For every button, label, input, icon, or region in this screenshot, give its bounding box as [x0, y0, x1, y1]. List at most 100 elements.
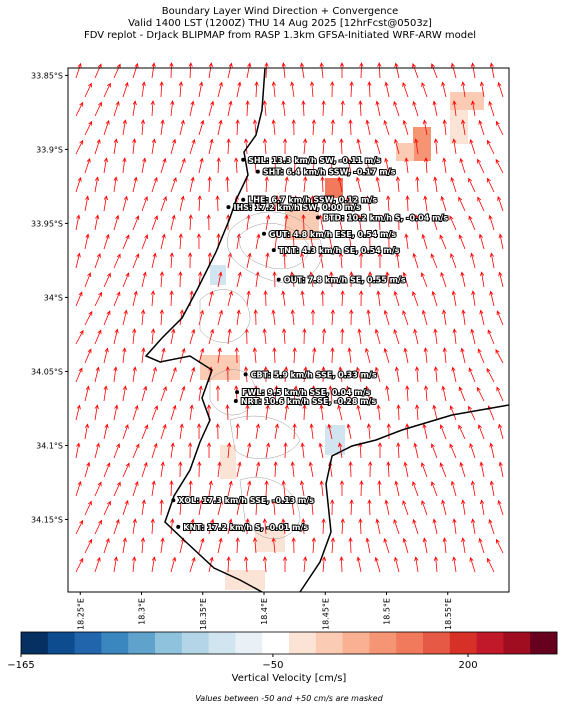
wind-arrow — [281, 290, 286, 307]
wind-arrow — [415, 404, 420, 421]
wind-arrow — [159, 81, 164, 98]
colorbar-bin — [342, 632, 370, 654]
wind-arrow — [422, 119, 428, 136]
wind-arrow — [255, 423, 260, 440]
wind-arrow — [217, 461, 222, 478]
wind-arrow — [216, 157, 221, 174]
wind-arrow — [487, 329, 495, 345]
wind-arrow — [433, 138, 439, 155]
wind-arrow — [151, 442, 158, 459]
wind-arrow — [469, 442, 476, 459]
colorbar-tick-label: −165 — [7, 660, 34, 671]
wind-arrow — [405, 195, 410, 212]
wind-arrow — [178, 271, 183, 288]
wind-arrow — [394, 62, 400, 79]
wind-arrow — [245, 518, 250, 535]
wind-arrow — [422, 423, 428, 440]
station-dot — [241, 157, 246, 162]
colorbar-label: Vertical Velocity [cm/s] — [232, 673, 347, 684]
wind-arrow — [327, 233, 333, 250]
map-frame — [67, 67, 510, 593]
wind-arrow — [452, 518, 457, 535]
wind-arrow — [272, 347, 277, 364]
wind-arrow — [415, 176, 420, 193]
wind-arrow — [318, 442, 324, 459]
wind-arrow — [206, 442, 212, 459]
wind-arrow — [470, 328, 476, 345]
wind-arrow — [432, 404, 438, 421]
wind-arrow — [356, 366, 362, 383]
lon-tick-label: 18.45°E — [321, 598, 330, 630]
wind-arrow — [103, 233, 110, 250]
colorbar-bin — [181, 632, 210, 654]
wind-arrow — [402, 271, 409, 288]
wind-arrow — [367, 81, 372, 98]
wind-arrow — [338, 252, 344, 269]
wind-arrow — [433, 366, 439, 383]
wind-arrow — [236, 309, 241, 326]
wind-arrow — [348, 461, 353, 478]
wind-arrow — [132, 138, 137, 155]
wind-arrow — [273, 157, 278, 174]
wind-arrow — [227, 62, 233, 79]
wind-arrow — [84, 423, 90, 440]
wind-arrow — [430, 481, 438, 497]
wind-arrow — [337, 214, 343, 231]
wind-arrow — [310, 309, 316, 326]
wind-arrow — [103, 272, 111, 288]
wind-arrow — [235, 423, 240, 440]
wind-arrow — [217, 309, 223, 326]
wind-arrow — [477, 196, 485, 212]
wind-arrow — [94, 138, 101, 155]
wind-arrow — [384, 81, 390, 98]
wind-arrow — [274, 195, 279, 212]
wind-arrow — [349, 271, 354, 288]
wind-arrow — [141, 157, 147, 174]
wind-arrow — [365, 537, 371, 554]
wind-arrow — [451, 290, 457, 307]
wind-arrow — [385, 385, 390, 402]
wind-arrow — [365, 385, 371, 402]
wind-arrow — [471, 518, 476, 535]
wind-arrow — [141, 271, 147, 288]
station-label: NRT: 10.6 km/h SSE, -0.28 m/s — [241, 397, 377, 406]
wind-arrow — [198, 385, 203, 402]
wind-arrow — [368, 461, 373, 478]
wind-arrow — [227, 328, 232, 345]
wind-arrow — [461, 81, 466, 98]
wind-arrow — [478, 119, 485, 136]
wind-arrow — [377, 442, 383, 459]
wind-arrow — [178, 81, 184, 98]
wind-arrow — [458, 386, 466, 402]
lon-tick-label: 18.25°E — [76, 598, 85, 630]
wind-arrow — [290, 309, 295, 326]
wind-arrow — [293, 157, 298, 174]
wind-arrow — [349, 81, 354, 98]
wind-arrow — [75, 214, 81, 231]
wind-arrow — [103, 423, 109, 440]
wind-arrow — [291, 233, 296, 250]
wind-arrow — [75, 367, 83, 383]
wind-arrow — [103, 157, 109, 174]
wind-arrow — [384, 499, 390, 516]
wind-arrow — [375, 518, 381, 535]
wind-arrow — [150, 518, 155, 535]
station-dot — [233, 399, 238, 404]
wind-arrow — [236, 461, 242, 478]
wind-arrow — [367, 233, 372, 250]
wind-arrow — [264, 480, 269, 497]
wind-arrow — [461, 499, 466, 516]
station-label: SHL: 13.3 km/h SW, -0.11 m/s — [248, 156, 381, 165]
wind-arrow — [198, 81, 204, 98]
wind-arrow — [430, 63, 438, 79]
wind-arrow — [84, 82, 92, 98]
wind-arrow — [432, 518, 438, 535]
wind-arrow — [366, 423, 372, 440]
colorbar-bin — [315, 632, 344, 654]
wind-arrow — [252, 537, 258, 554]
wind-arrow — [75, 329, 84, 345]
wind-arrow — [151, 215, 159, 231]
wind-arrow — [94, 176, 100, 193]
wind-arrow — [170, 442, 175, 459]
lon-tick-label: 18.55°E — [444, 598, 453, 630]
